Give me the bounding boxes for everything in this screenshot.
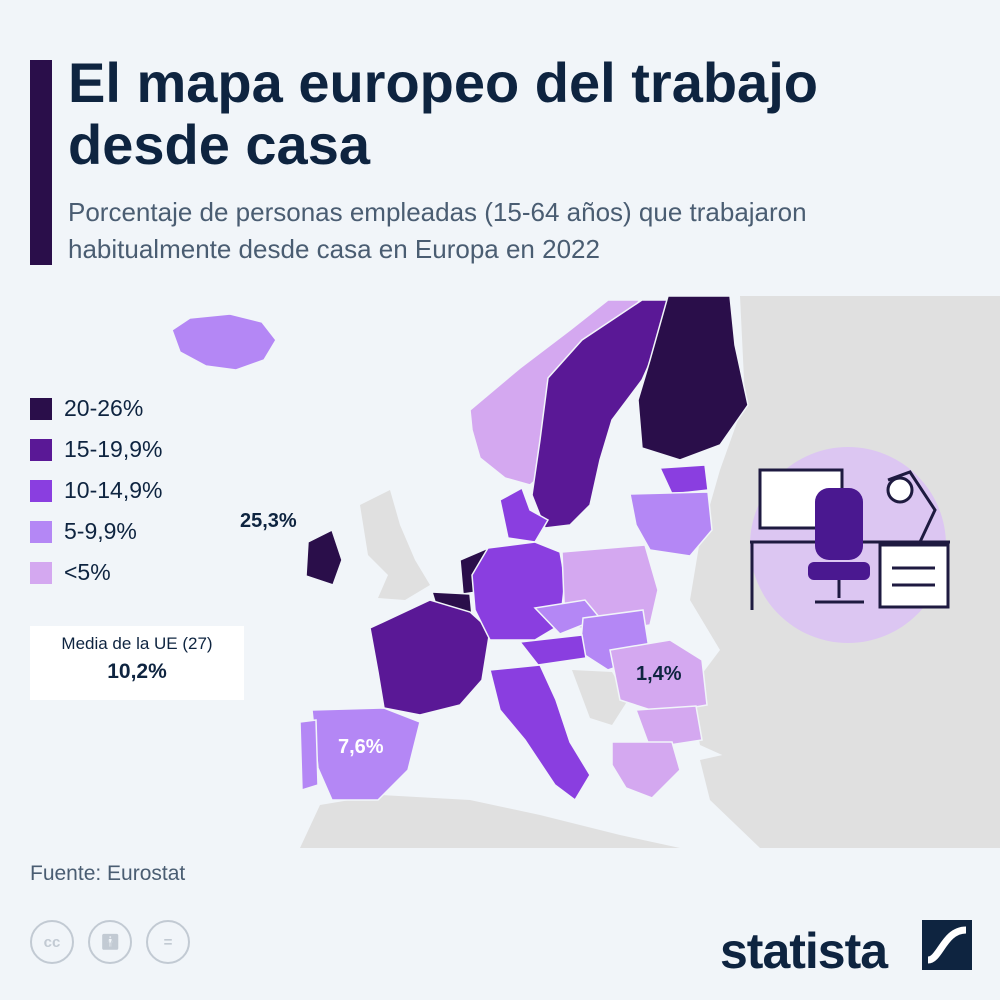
region-north-africa — [300, 795, 680, 848]
country-finland — [637, 296, 749, 461]
attribution-icon[interactable]: 🚹︎ — [88, 920, 132, 964]
country-iceland — [171, 313, 277, 371]
country-sweden — [531, 299, 669, 529]
legend-item: 10-14,9% — [30, 470, 162, 511]
region-balkans-west — [572, 670, 628, 725]
country-ireland — [305, 528, 343, 586]
legend-label: 20-26% — [64, 395, 144, 421]
page-title: El mapa europeo del trabajo desde casa — [68, 51, 818, 176]
country-portugal — [299, 719, 319, 792]
europe-map — [171, 296, 1000, 848]
chair-back-icon — [815, 488, 863, 560]
brand-logo[interactable]: statista — [720, 923, 888, 979]
page-subtitle: Porcentaje de personas empleadas (15-64 … — [68, 197, 807, 264]
drawer-icon — [878, 543, 950, 609]
country-austria — [518, 634, 587, 666]
country-france — [369, 599, 491, 716]
legend-swatch — [30, 397, 52, 420]
country-greece — [611, 741, 681, 799]
label-romania: 1,4% — [636, 663, 682, 685]
legend-item: 15-19,9% — [30, 429, 162, 470]
legend-label: <5% — [64, 559, 111, 585]
country-bulgaria — [634, 705, 703, 749]
accent-bar — [30, 60, 52, 265]
no-derivatives-icon[interactable]: = — [146, 920, 190, 964]
eu-average-box: Media de la UE (27) 10,2% — [30, 626, 244, 700]
legend-item: 20-26% — [30, 388, 162, 429]
country-romania — [609, 639, 708, 714]
eu-average-value: 10,2% — [107, 660, 167, 683]
license-icons: cc 🚹︎ = — [30, 920, 204, 964]
source-note: Fuente: Eurostat — [30, 862, 186, 885]
label-ireland: 25,3% — [240, 510, 297, 532]
legend-item: <5% — [30, 552, 162, 593]
legend-item: 5-9,9% — [30, 511, 162, 552]
lamp-head-icon — [886, 476, 914, 504]
legend-label: 5-9,9% — [64, 518, 137, 544]
legend-swatch — [30, 561, 52, 584]
legend-label: 10-14,9% — [64, 477, 163, 503]
chair-seat-icon — [808, 562, 870, 580]
legend-swatch — [30, 520, 52, 543]
cc-icon[interactable]: cc — [30, 920, 74, 964]
legend-swatch — [30, 479, 52, 502]
country-denmark — [499, 486, 550, 543]
legend-swatch — [30, 438, 52, 461]
country-estonia — [658, 464, 709, 495]
lamp-icon — [887, 470, 937, 543]
legend-label: 15-19,9% — [64, 436, 163, 462]
country-latvia-lithuania — [629, 491, 713, 557]
country-italy — [489, 664, 591, 802]
country-spain — [311, 707, 421, 801]
eu-average-label: Media de la UE (27) — [61, 634, 213, 653]
region-turkey — [700, 740, 1000, 848]
label-spain: 7,6% — [338, 736, 384, 758]
legend: 20-26% 15-19,9% 10-14,9% 5-9,9% <5% — [30, 388, 162, 593]
region-uk — [360, 490, 430, 600]
brand-mark-icon — [922, 920, 972, 970]
